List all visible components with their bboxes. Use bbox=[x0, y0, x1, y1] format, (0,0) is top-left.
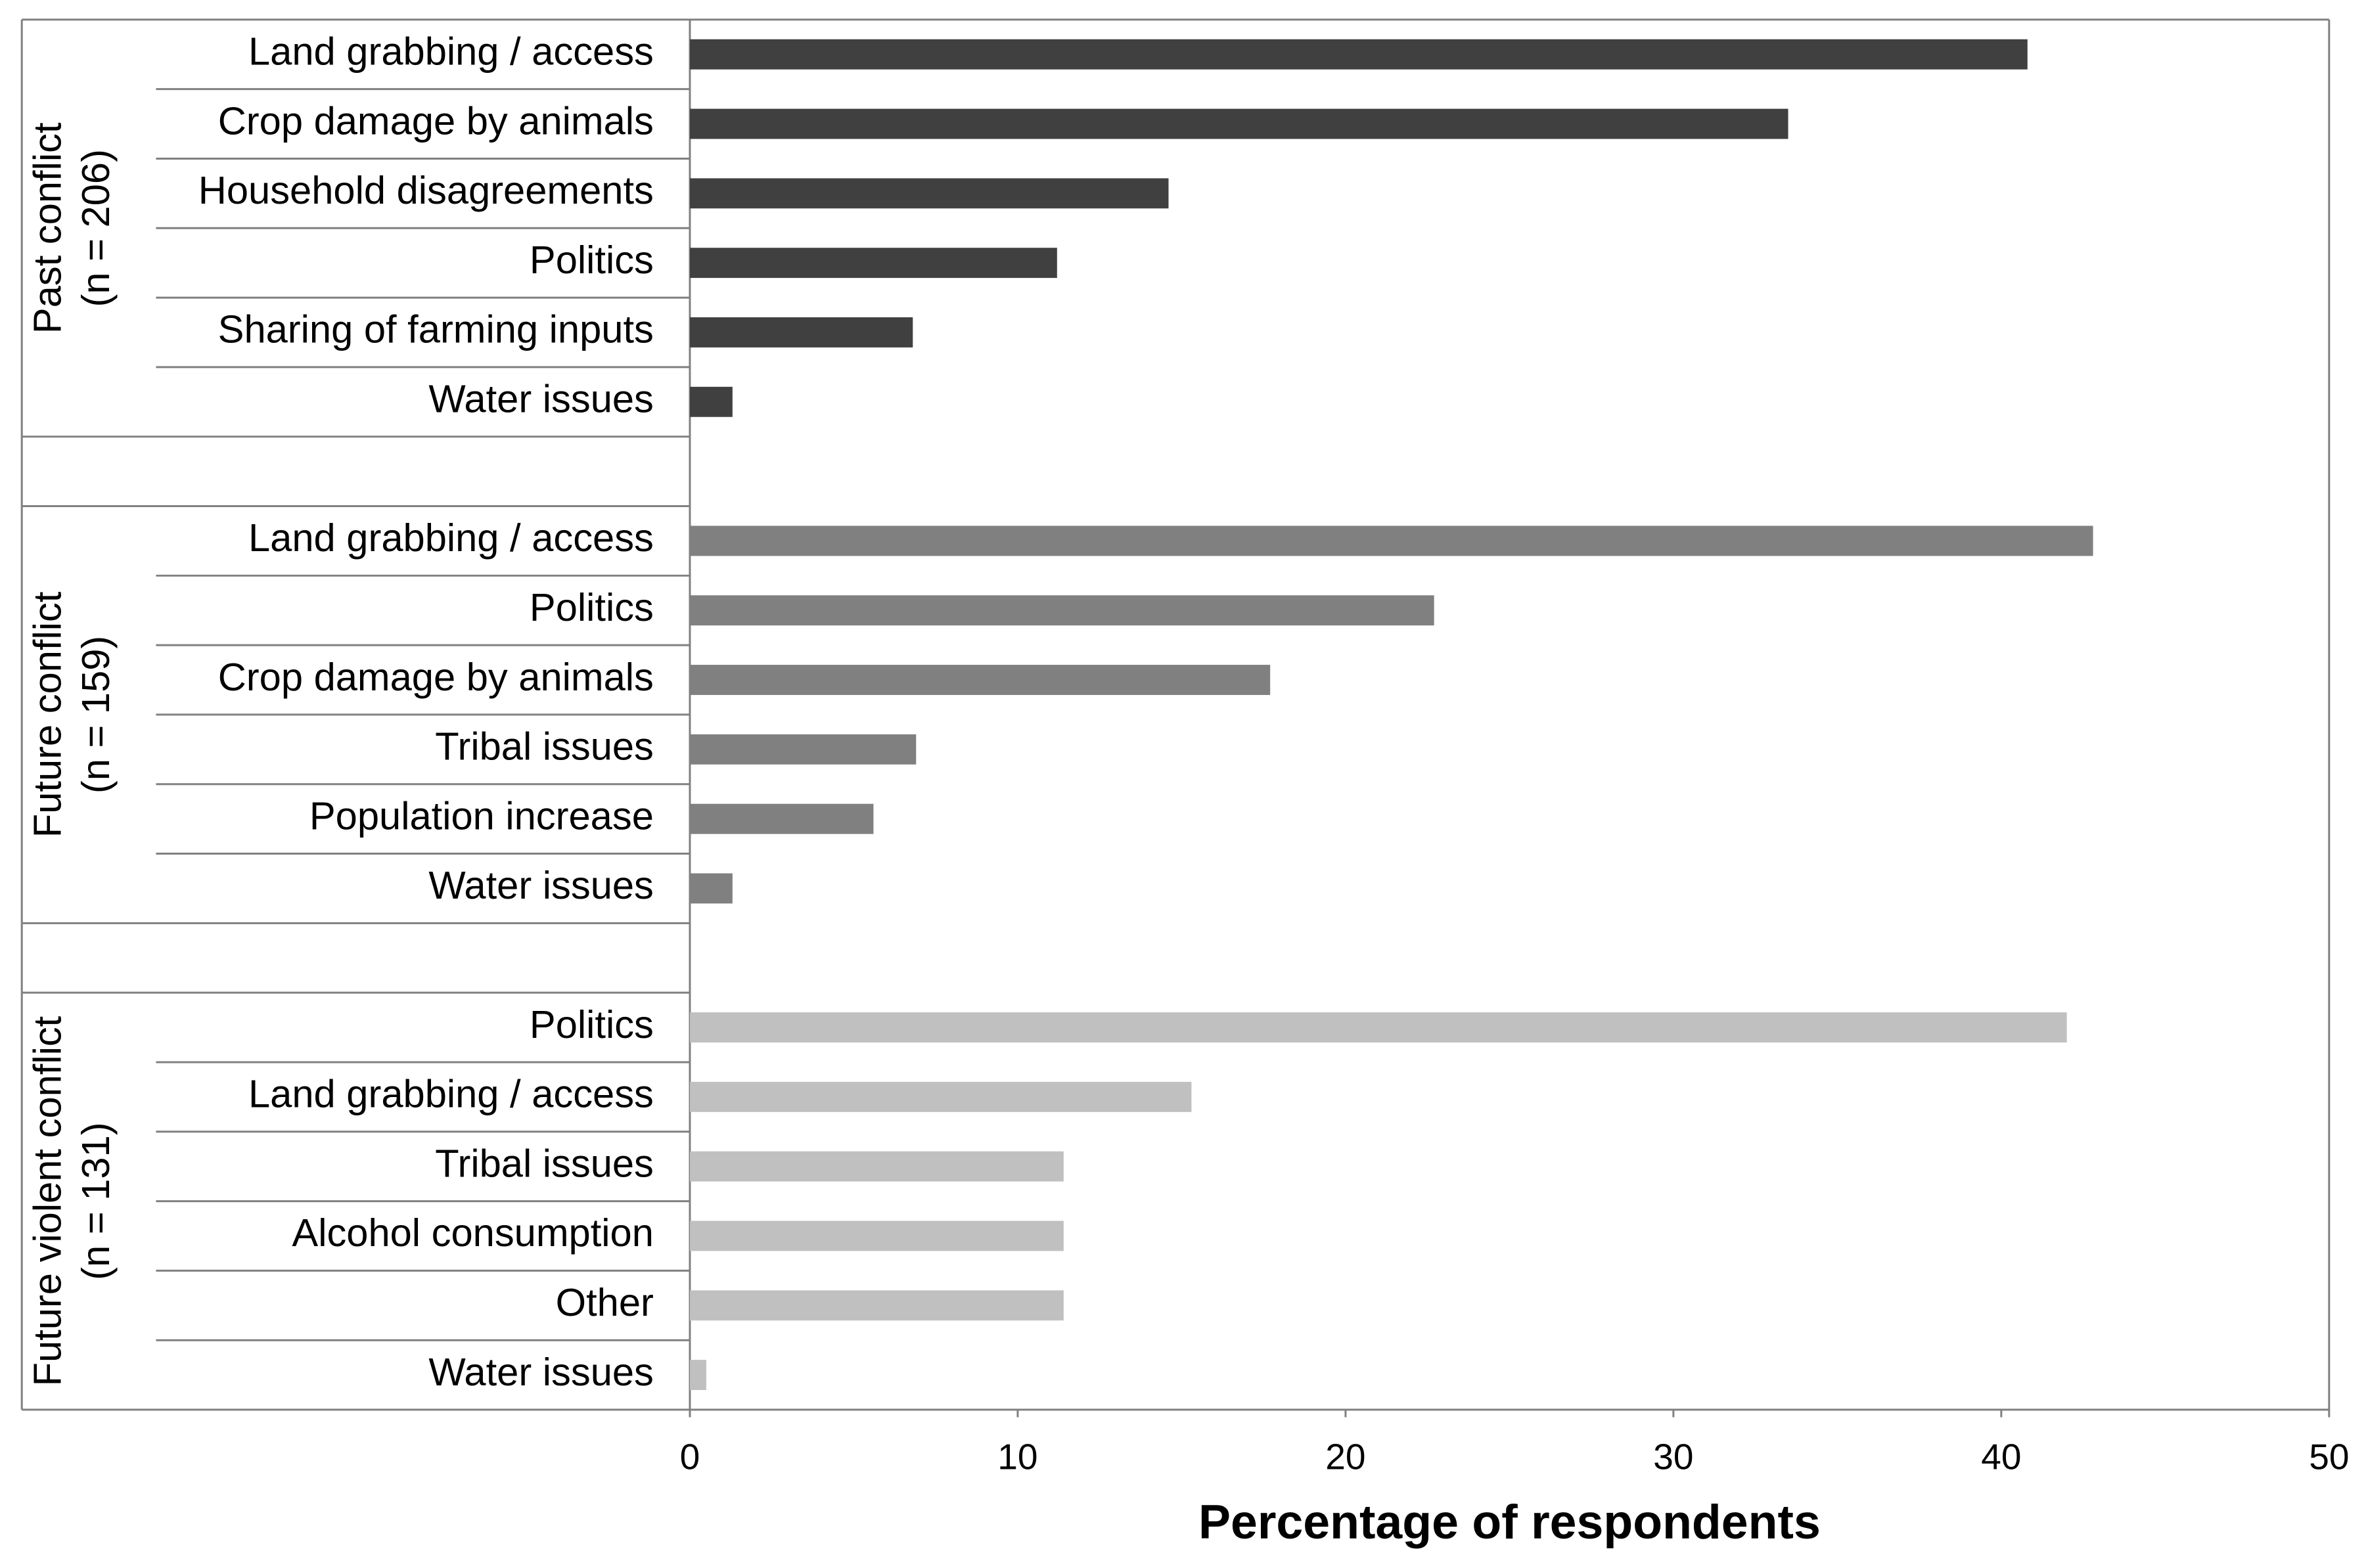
x-tick-label: 40 bbox=[1981, 1436, 2021, 1477]
category-label: Politics bbox=[530, 585, 654, 629]
category-label: Water issues bbox=[428, 863, 654, 907]
category-label: Politics bbox=[530, 1002, 654, 1046]
bar bbox=[689, 1081, 1192, 1112]
category-label: Tribal issues bbox=[435, 725, 654, 769]
category-label: Household disagreements bbox=[198, 168, 654, 212]
category-label: Other bbox=[556, 1280, 654, 1324]
bar bbox=[689, 1290, 1064, 1321]
group-name: Future conflict bbox=[26, 591, 70, 838]
x-tick-label: 30 bbox=[1653, 1436, 1693, 1477]
bar bbox=[689, 1151, 1064, 1182]
category-label: Land grabbing / access bbox=[248, 1072, 654, 1116]
bar bbox=[689, 803, 874, 834]
group-subtitle: (n = 159) bbox=[74, 636, 118, 794]
category-label: Population increase bbox=[309, 794, 654, 838]
group-name: Future violent conflict bbox=[26, 1016, 70, 1386]
category-label: Land grabbing / access bbox=[248, 30, 654, 74]
bar bbox=[689, 873, 733, 904]
bar bbox=[689, 665, 1271, 695]
category-label: Alcohol consumption bbox=[292, 1211, 653, 1255]
bar bbox=[689, 39, 2028, 70]
category-label: Politics bbox=[530, 238, 654, 282]
bar bbox=[689, 248, 1057, 279]
category-label: Crop damage by animals bbox=[218, 99, 654, 143]
x-tick-label: 50 bbox=[2309, 1436, 2349, 1477]
bar bbox=[689, 178, 1169, 209]
category-label: Land grabbing / access bbox=[248, 516, 654, 560]
category-label: Water issues bbox=[428, 1350, 654, 1394]
group-name: Past conflict bbox=[26, 122, 70, 334]
group-subtitle: (n = 131) bbox=[74, 1122, 118, 1280]
category-label: Water issues bbox=[428, 377, 654, 421]
bar bbox=[689, 386, 733, 417]
category-label: Tribal issues bbox=[435, 1141, 654, 1185]
x-tick-label: 20 bbox=[1325, 1436, 1365, 1477]
group-label: Future conflict (n = 159) bbox=[26, 591, 118, 838]
bar bbox=[689, 595, 1434, 626]
group-subtitle: (n = 206) bbox=[74, 149, 118, 307]
bar bbox=[689, 1221, 1064, 1251]
x-tick-label: 10 bbox=[997, 1436, 1037, 1477]
x-tick-label: 0 bbox=[680, 1436, 700, 1477]
x-axis-label: Percentage of respondents bbox=[1198, 1495, 1821, 1549]
bar bbox=[689, 734, 917, 765]
category-label: Crop damage by animals bbox=[218, 655, 654, 699]
bar bbox=[689, 1012, 2067, 1043]
group-label: Past conflict (n = 206) bbox=[26, 122, 118, 334]
bar bbox=[689, 1360, 706, 1391]
bar bbox=[689, 526, 2093, 556]
category-label: Sharing of farming inputs bbox=[218, 307, 654, 351]
group-label: Future violent conflict (n = 131) bbox=[26, 1016, 118, 1386]
bar bbox=[689, 108, 1788, 139]
bar bbox=[689, 317, 913, 347]
